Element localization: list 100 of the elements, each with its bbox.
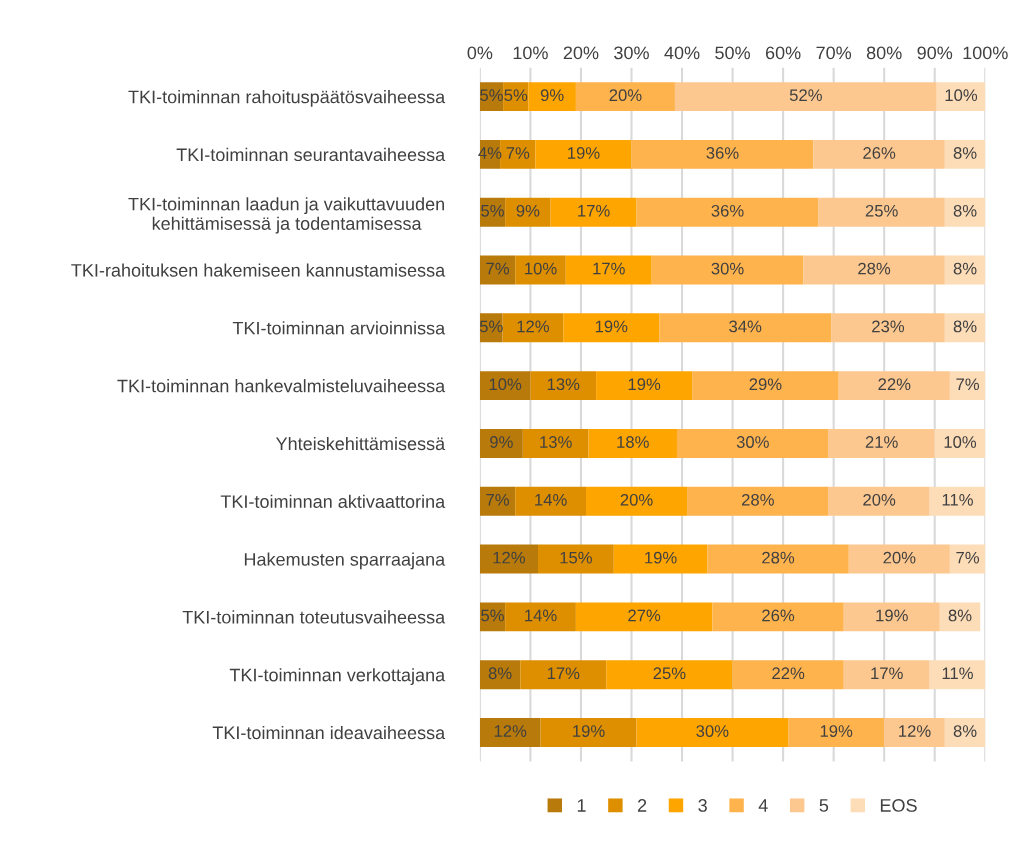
x-tick-label: 100%: [963, 46, 1008, 60]
bar: [803, 255, 945, 285]
data-label: 8%: [953, 204, 977, 217]
legend-label: 1: [577, 799, 586, 812]
data-label: 12%: [517, 320, 550, 333]
data-label: 7%: [956, 551, 980, 564]
data-label: 20%: [883, 551, 916, 564]
bar: [575, 602, 713, 632]
bar: [949, 544, 986, 574]
data-label: 5%: [481, 609, 504, 622]
data-label: 10%: [525, 262, 557, 275]
bar: [843, 602, 940, 632]
data-label: 7%: [956, 378, 980, 391]
data-label: 10%: [489, 378, 522, 391]
data-label: 34%: [729, 320, 762, 333]
data-label: 20%: [620, 493, 653, 506]
data-label: 8%: [488, 667, 512, 680]
data-label: 29%: [749, 378, 782, 391]
data-label: 9%: [490, 436, 513, 448]
bar: [550, 197, 637, 227]
bar: [828, 428, 935, 458]
bar: [848, 544, 950, 574]
x-tick-label: 70%: [816, 46, 852, 60]
data-label: 20%: [609, 89, 642, 102]
bar: [530, 371, 597, 401]
legend-label: EOS: [880, 799, 917, 812]
bar: [500, 139, 536, 169]
y-tick-label: TKI-toiminnan verkottajana: [229, 668, 446, 685]
data-label: 22%: [878, 378, 911, 391]
y-tick-label: Yhteiskehittämisessä: [275, 436, 446, 451]
data-label: 21%: [865, 436, 898, 448]
bar: [502, 313, 564, 343]
data-label: 17%: [578, 204, 610, 217]
data-label: 26%: [762, 609, 795, 622]
bar: [831, 313, 945, 343]
bar: [687, 486, 829, 516]
data-label: 19%: [820, 725, 853, 737]
legend-label: 2: [637, 799, 647, 812]
data-label: 12%: [493, 551, 526, 564]
bar: [929, 660, 986, 690]
bar: [528, 82, 576, 112]
y-tick-label: TKI-toiminnan arvioinnissa: [232, 321, 446, 335]
data-label: 30%: [736, 436, 769, 448]
legend-label: 4: [758, 799, 768, 812]
data-label: 14%: [525, 609, 557, 622]
data-label: 19%: [876, 609, 908, 622]
bar: [659, 313, 832, 343]
y-tick-label: TKI-toiminnan rahoituspäätösvaiheessa: [128, 90, 446, 107]
bar: [944, 197, 986, 227]
x-tick-label: 30%: [614, 46, 649, 60]
y-tick-label: TKI-toiminnan toteutusvaiheessa: [182, 610, 446, 624]
y-tick-label: TKI-rahoituksen hakemiseen kannustamisessa: [71, 263, 446, 277]
legend-label: 3: [698, 799, 707, 812]
bar: [479, 660, 521, 690]
data-label: 12%: [899, 725, 931, 737]
data-label: 5%: [481, 204, 504, 217]
data-label: 8%: [953, 320, 977, 333]
data-label: 36%: [706, 147, 739, 159]
data-label: 10%: [945, 89, 978, 102]
bar: [676, 428, 829, 458]
x-tick-label: 0%: [467, 46, 493, 60]
data-label: 9%: [516, 204, 540, 217]
data-label: 7%: [486, 262, 510, 275]
x-tick-label: 40%: [664, 46, 700, 60]
data-label: 18%: [617, 436, 649, 448]
data-label: 15%: [560, 551, 592, 564]
bar: [575, 82, 675, 112]
data-label: 52%: [789, 89, 822, 102]
data-label: 25%: [653, 667, 686, 680]
data-label: 28%: [858, 262, 891, 275]
x-tick-label: 60%: [765, 46, 801, 60]
bar: [515, 255, 566, 285]
data-label: 17%: [547, 667, 580, 680]
data-label: 7%: [506, 147, 530, 159]
bar: [939, 602, 981, 632]
bar: [884, 718, 945, 747]
data-label: 5%: [504, 89, 528, 102]
data-label: 19%: [595, 320, 628, 333]
y-tick-label: TKI-toiminnan aktivaattorina: [220, 494, 446, 508]
bar: [631, 139, 814, 169]
bar: [788, 718, 885, 747]
data-label: 25%: [865, 204, 898, 217]
y-tick-label: TKI-toiminnan ideavaiheessa: [212, 725, 446, 740]
y-tick-label: TKI-toiminnan hankevalmisteluvaiheessa: [117, 379, 446, 393]
bar: [934, 428, 986, 458]
bar: [479, 718, 541, 747]
bar: [586, 486, 688, 516]
bar: [540, 718, 637, 747]
x-tick-label: 90%: [917, 46, 953, 60]
x-tick-label: 50%: [715, 46, 750, 60]
data-label: 5%: [479, 320, 503, 333]
bar: [838, 371, 950, 401]
bar: [828, 486, 930, 516]
x-tick-label: 80%: [866, 46, 902, 60]
data-label: 26%: [863, 147, 896, 159]
bar: [707, 544, 849, 574]
bar: [944, 313, 986, 343]
data-label: 11%: [942, 494, 973, 506]
data-label: 11%: [942, 667, 973, 680]
bar: [712, 602, 844, 632]
